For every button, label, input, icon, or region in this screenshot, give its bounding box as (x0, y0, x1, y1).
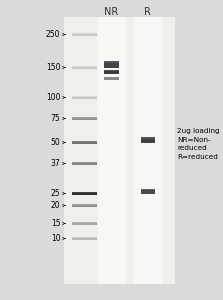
Text: 15: 15 (51, 219, 60, 228)
FancyBboxPatch shape (72, 162, 97, 163)
FancyBboxPatch shape (104, 61, 119, 63)
Text: 20: 20 (51, 201, 60, 210)
FancyBboxPatch shape (72, 96, 97, 99)
FancyBboxPatch shape (72, 33, 97, 36)
FancyBboxPatch shape (72, 204, 97, 207)
FancyBboxPatch shape (72, 192, 97, 193)
FancyBboxPatch shape (72, 117, 97, 118)
Text: 100: 100 (46, 93, 60, 102)
FancyBboxPatch shape (64, 16, 175, 283)
Text: 37: 37 (51, 159, 60, 168)
Text: 10: 10 (51, 234, 60, 243)
Text: NR: NR (105, 7, 119, 17)
FancyBboxPatch shape (72, 162, 97, 165)
FancyBboxPatch shape (72, 66, 97, 67)
Text: 150: 150 (46, 63, 60, 72)
FancyBboxPatch shape (72, 237, 97, 238)
FancyBboxPatch shape (72, 141, 97, 144)
FancyBboxPatch shape (72, 96, 97, 97)
Text: 2ug loading
NR=Non-
reduced
R=reduced: 2ug loading NR=Non- reduced R=reduced (177, 128, 220, 160)
FancyBboxPatch shape (97, 16, 126, 283)
FancyBboxPatch shape (141, 137, 155, 139)
FancyBboxPatch shape (72, 141, 97, 142)
FancyBboxPatch shape (72, 33, 97, 34)
Text: 25: 25 (51, 189, 60, 198)
FancyBboxPatch shape (72, 117, 97, 120)
FancyBboxPatch shape (104, 61, 119, 68)
FancyBboxPatch shape (72, 222, 97, 225)
FancyBboxPatch shape (104, 76, 119, 80)
FancyBboxPatch shape (104, 76, 119, 77)
FancyBboxPatch shape (72, 66, 97, 69)
FancyBboxPatch shape (72, 204, 97, 205)
FancyBboxPatch shape (104, 70, 119, 74)
Text: 50: 50 (51, 138, 60, 147)
FancyBboxPatch shape (72, 222, 97, 223)
FancyBboxPatch shape (72, 237, 97, 240)
Text: 75: 75 (51, 114, 60, 123)
Text: R: R (144, 7, 151, 17)
FancyBboxPatch shape (141, 137, 155, 143)
FancyBboxPatch shape (141, 189, 155, 190)
Text: 250: 250 (46, 30, 60, 39)
FancyBboxPatch shape (141, 189, 155, 194)
FancyBboxPatch shape (134, 16, 162, 283)
FancyBboxPatch shape (72, 192, 97, 195)
FancyBboxPatch shape (104, 70, 119, 71)
